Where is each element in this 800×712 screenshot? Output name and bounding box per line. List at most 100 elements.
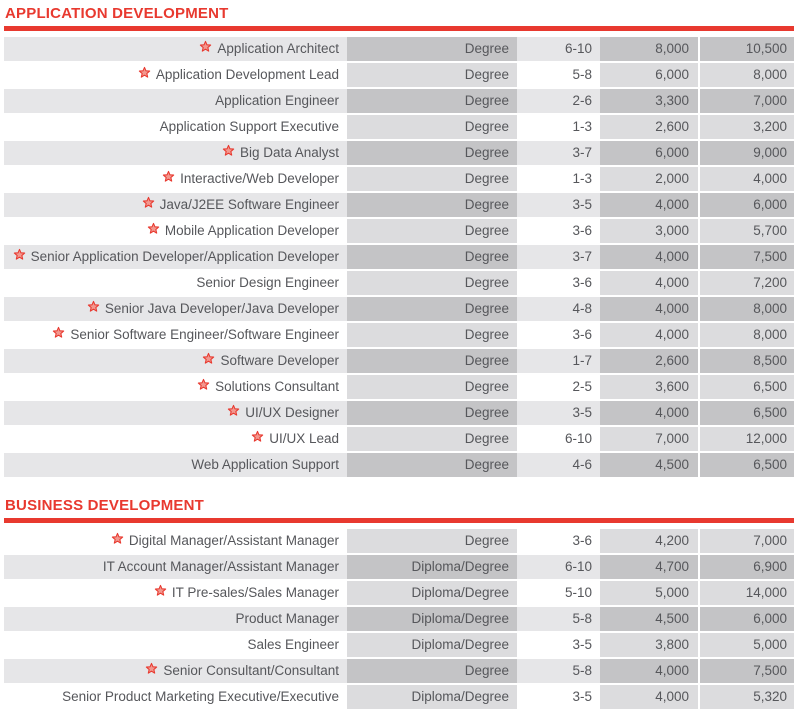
salary-column-separator: [698, 271, 700, 295]
table-row: Mobile Application Developer Degree 3-6 …: [4, 219, 794, 243]
salary-min-cell: 4,500: [600, 607, 698, 631]
salary-column-separator: [698, 555, 700, 579]
qualification-cell: Degree: [347, 167, 517, 191]
star-icon: [252, 430, 264, 442]
salary-column-separator: [698, 453, 700, 477]
role-label: IT Pre-sales/Sales Manager: [171, 585, 339, 600]
salary-max-cell: 5,700: [700, 219, 794, 243]
role-label: Sales Engineer: [247, 637, 339, 652]
experience-cell: 5-10: [517, 581, 600, 605]
star-slot: [197, 375, 210, 399]
role-cell: Software Developer: [4, 349, 347, 373]
role-label: Interactive/Web Developer: [180, 171, 339, 186]
qualification-cell: Degree: [347, 427, 517, 451]
salary-max-cell: 6,000: [700, 193, 794, 217]
role-cell: IT Pre-sales/Sales Manager: [4, 581, 347, 605]
table-row: IT Account Manager/Assistant Manager Dip…: [4, 555, 794, 579]
salary-max-cell: 6,500: [700, 375, 794, 399]
salary-column-separator: [698, 685, 700, 709]
table-row: UI/UX Designer Degree 3-5 4,000 6,500: [4, 401, 794, 425]
table-row: Big Data Analyst Degree 3-7 6,000 9,000: [4, 141, 794, 165]
role-label: Senior Consultant/Consultant: [163, 663, 339, 678]
role-cell: Senior Software Engineer/Software Engine…: [4, 323, 347, 347]
salary-min-cell: 8,000: [600, 37, 698, 61]
qualification-cell: Diploma/Degree: [347, 685, 517, 709]
role-label: Big Data Analyst: [239, 145, 339, 160]
star-slot: [145, 659, 158, 683]
salary-min-cell: 4,000: [600, 323, 698, 347]
star-icon: [228, 404, 240, 416]
section-rows: Application Architect Degree 6-10 8,000 …: [4, 37, 794, 477]
role-cell: UI/UX Lead: [4, 427, 347, 451]
salary-max-cell: 10,500: [700, 37, 794, 61]
salary-max-cell: 8,000: [700, 63, 794, 87]
role-label: Solutions Consultant: [215, 379, 339, 394]
role-label: UI/UX Lead: [269, 431, 339, 446]
salary-column-separator: [698, 245, 700, 269]
star-icon: [222, 144, 235, 156]
salary-min-cell: 6,000: [600, 63, 698, 87]
salary-min-cell: 4,700: [600, 555, 698, 579]
role-label: Senior Design Engineer: [196, 275, 339, 290]
qualification-cell: Degree: [347, 63, 517, 87]
salary-max-cell: 4,000: [700, 167, 794, 191]
role-cell: Mobile Application Developer: [4, 219, 347, 243]
experience-cell: 3-6: [517, 529, 600, 553]
experience-cell: 5-8: [517, 63, 600, 87]
role-cell: UI/UX Designer: [4, 401, 347, 425]
table-row: Digital Manager/Assistant Manager Degree…: [4, 529, 794, 553]
salary-max-cell: 7,000: [700, 529, 794, 553]
experience-cell: 2-5: [517, 375, 600, 399]
role-label: Product Manager: [235, 611, 339, 626]
qualification-cell: Degree: [347, 323, 517, 347]
salary-max-cell: 6,500: [700, 453, 794, 477]
salary-min-cell: 4,000: [600, 401, 698, 425]
role-cell: Senior Application Developer/Application…: [4, 245, 347, 269]
star-icon: [147, 222, 160, 234]
salary-column-separator: [698, 607, 700, 631]
qualification-cell: Degree: [347, 141, 517, 165]
experience-cell: 4-6: [517, 453, 600, 477]
table-row: Application Architect Degree 6-10 8,000 …: [4, 37, 794, 61]
experience-cell: 5-8: [517, 607, 600, 631]
experience-cell: 5-8: [517, 659, 600, 683]
role-cell: Sales Engineer: [4, 633, 347, 657]
salary-column-separator: [698, 141, 700, 165]
role-cell: Senior Java Developer/Java Developer: [4, 297, 347, 321]
star-slot: [154, 581, 167, 605]
table-row: Application Support Executive Degree 1-3…: [4, 115, 794, 139]
star-slot: [251, 427, 264, 451]
star-slot: [222, 141, 235, 165]
star-icon: [111, 532, 124, 544]
role-label: Software Developer: [220, 353, 339, 368]
star-slot: [138, 63, 151, 87]
salary-column-separator: [698, 193, 700, 217]
experience-cell: 3-5: [517, 685, 600, 709]
qualification-cell: Degree: [347, 37, 517, 61]
experience-cell: 3-5: [517, 401, 600, 425]
star-icon: [203, 352, 215, 364]
star-slot: [227, 401, 240, 425]
table-row: Senior Product Marketing Executive/Execu…: [4, 685, 794, 709]
role-label: Senior Application Developer/Application…: [30, 249, 339, 264]
salary-min-cell: 4,000: [600, 271, 698, 295]
role-cell: Web Application Support: [4, 453, 347, 477]
qualification-cell: Degree: [347, 401, 517, 425]
salary-min-cell: 4,000: [600, 193, 698, 217]
role-cell: Application Architect: [4, 37, 347, 61]
table-row: Product Manager Diploma/Degree 5-8 4,500…: [4, 607, 794, 631]
experience-cell: 6-10: [517, 555, 600, 579]
role-cell: Application Support Executive: [4, 115, 347, 139]
section-divider-bar: [4, 26, 794, 31]
section-title: APPLICATION DEVELOPMENT: [5, 5, 229, 22]
qualification-cell: Diploma/Degree: [347, 555, 517, 579]
qualification-cell: Degree: [347, 453, 517, 477]
role-cell: Senior Product Marketing Executive/Execu…: [4, 685, 347, 709]
table-row: Senior Java Developer/Java Developer Deg…: [4, 297, 794, 321]
qualification-cell: Diploma/Degree: [347, 581, 517, 605]
star-slot: [147, 219, 160, 243]
role-label: UI/UX Designer: [245, 405, 339, 420]
qualification-cell: Diploma/Degree: [347, 633, 517, 657]
experience-cell: 3-7: [517, 141, 600, 165]
salary-min-cell: 3,000: [600, 219, 698, 243]
